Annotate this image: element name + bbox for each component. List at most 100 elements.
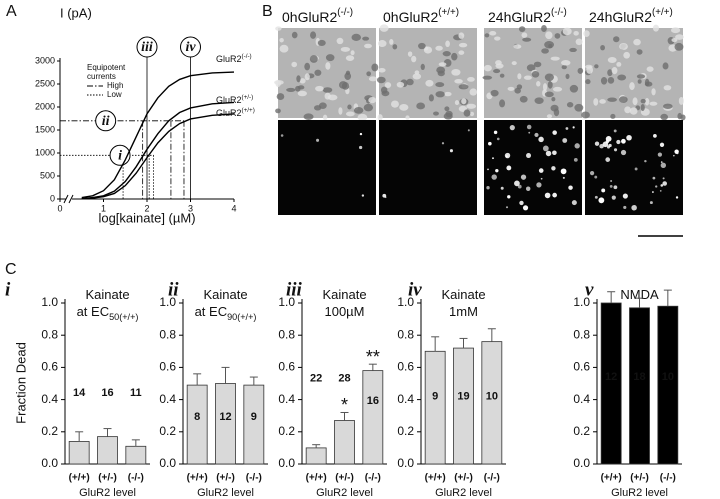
cell <box>636 74 646 79</box>
image-label-part: (+/+) <box>438 7 459 18</box>
y-tick-label: 0.0 <box>278 456 295 470</box>
cell <box>607 77 615 84</box>
dead-cell <box>620 149 627 156</box>
cell <box>454 100 460 106</box>
dead-cell <box>655 185 658 188</box>
x-tick-label: 3 <box>188 203 193 213</box>
chart-title: Kainate <box>322 287 366 302</box>
cell <box>483 64 492 72</box>
cell <box>678 97 684 105</box>
image-label-part: (-/-) <box>337 7 353 18</box>
cell <box>585 64 593 69</box>
dead-cell <box>361 194 365 197</box>
y-axis-label: I (pA) <box>60 5 92 20</box>
cell <box>467 76 475 82</box>
cell <box>392 44 398 50</box>
cell <box>377 114 383 121</box>
dead-cell <box>496 137 500 141</box>
annotation: i <box>118 149 122 164</box>
n-label: 10 <box>486 390 498 402</box>
cell <box>353 107 364 114</box>
cell <box>309 55 318 63</box>
cell <box>607 56 617 64</box>
cell <box>451 68 461 76</box>
cell <box>357 113 368 121</box>
image-label-part: 24h <box>488 9 511 25</box>
cell <box>636 49 643 55</box>
cell <box>489 31 497 36</box>
n-label: 16 <box>367 395 379 407</box>
dead-cell <box>675 196 679 199</box>
dead-cell <box>495 168 499 173</box>
cell <box>381 90 390 97</box>
chart-title-part: 1mM <box>449 304 478 319</box>
cell <box>663 103 673 109</box>
dead-cell <box>526 153 532 159</box>
cell <box>607 97 617 102</box>
dead-cell <box>551 166 556 171</box>
bar <box>629 307 650 465</box>
cell <box>310 31 317 39</box>
cell <box>581 111 590 119</box>
cell <box>304 62 311 71</box>
cell <box>600 76 608 85</box>
dead-cell <box>649 201 653 205</box>
cell <box>526 64 536 72</box>
cell <box>407 51 413 57</box>
cell <box>522 37 532 42</box>
y-tick-label: 0.4 <box>159 392 176 406</box>
dead-cell <box>467 129 470 132</box>
cell <box>345 111 355 117</box>
dead-cell <box>662 181 667 186</box>
cell <box>523 75 532 80</box>
dead-cell <box>601 188 606 193</box>
cell <box>347 104 352 110</box>
cell <box>396 81 405 88</box>
image-label-part: 0h <box>282 9 298 25</box>
panel-roman: ii <box>168 279 179 300</box>
dead-cell <box>552 150 557 156</box>
y-tick-label: 500 <box>40 170 55 180</box>
cell <box>297 90 307 97</box>
cell <box>518 26 526 32</box>
dead-cell <box>571 200 577 206</box>
cell <box>390 100 399 108</box>
n-label: 18 <box>633 371 645 383</box>
dead-cell <box>594 141 600 146</box>
chart-title-part: 50(+/+) <box>109 312 138 322</box>
cell <box>541 25 547 33</box>
cell <box>548 44 553 49</box>
cell <box>618 96 628 103</box>
n-label: 8 <box>194 411 200 423</box>
bar <box>243 384 265 465</box>
cell <box>376 76 386 84</box>
bar <box>97 436 118 465</box>
cell <box>499 73 505 78</box>
cell <box>325 62 331 70</box>
cell <box>458 42 468 48</box>
cell <box>279 44 289 53</box>
cell <box>611 67 618 75</box>
cell <box>575 38 583 46</box>
dead-cell <box>517 184 522 189</box>
dead-cell <box>565 127 569 130</box>
dead-cell <box>487 168 489 171</box>
x-tick-label: 0 <box>57 203 62 213</box>
image-label: 24hGluR2(+/+) <box>589 7 673 25</box>
n-label: 11 <box>130 387 142 399</box>
cell <box>554 33 561 39</box>
dead-cell <box>538 168 544 173</box>
dead-cell <box>659 142 665 147</box>
cell <box>345 55 355 61</box>
image-label-part: (-/-) <box>551 7 567 18</box>
cell <box>314 69 322 76</box>
chart-title-part: NMDA <box>620 287 659 302</box>
dead-cell <box>505 206 509 209</box>
y-tick-label: 0.6 <box>278 360 295 374</box>
dead-cell <box>594 195 598 199</box>
y-tick-label: 0.6 <box>397 360 414 374</box>
curve <box>81 101 235 200</box>
x-tick-label: (+/-) <box>216 473 235 484</box>
cell <box>315 85 324 92</box>
x-tick-label: 4 <box>231 203 236 213</box>
